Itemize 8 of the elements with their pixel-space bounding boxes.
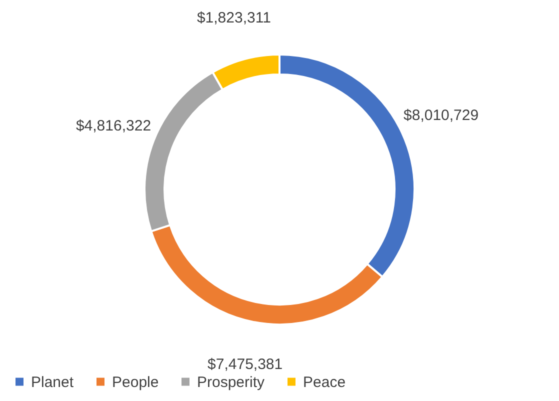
legend-label: Prosperity: [197, 374, 266, 391]
data-label: $4,816,322: [76, 117, 152, 134]
data-label: $1,823,311: [196, 9, 271, 26]
legend-label: Peace: [303, 374, 346, 391]
data-label: $7,475,381: [208, 356, 283, 374]
legend-label: Planet: [31, 374, 74, 391]
data-label: $8,010,729: [404, 106, 479, 124]
legend-label: People: [112, 374, 159, 391]
